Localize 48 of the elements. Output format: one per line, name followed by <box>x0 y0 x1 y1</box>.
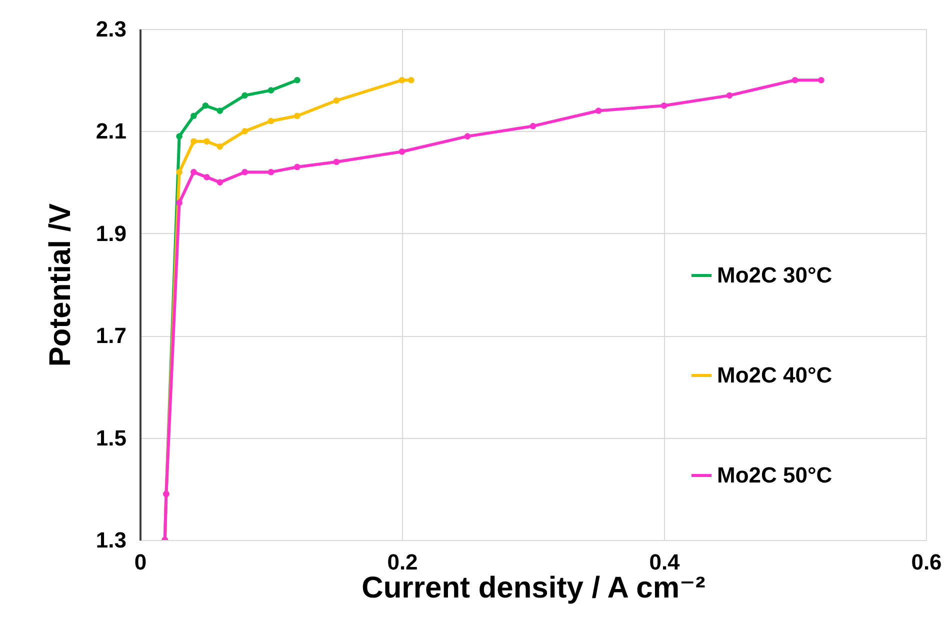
legend-label: Mo2C 30°C <box>717 262 832 288</box>
y-tick-label: 2.3 <box>96 16 126 42</box>
point <box>294 112 300 120</box>
point <box>268 87 274 94</box>
point <box>294 164 300 170</box>
point <box>818 76 824 84</box>
point <box>294 76 300 84</box>
y-tick-label: 1.5 <box>96 425 126 450</box>
y-tick-label: 2.1 <box>96 118 126 144</box>
point <box>792 76 798 84</box>
point <box>408 76 414 84</box>
point <box>216 108 224 114</box>
legend-label: Mo2C 40°C <box>717 362 832 388</box>
point <box>242 92 248 99</box>
y-axis-title: Potential /V <box>44 203 77 367</box>
point <box>464 133 471 140</box>
point <box>216 179 224 186</box>
point <box>242 168 248 176</box>
point <box>204 138 210 145</box>
point <box>530 122 536 130</box>
y-tick-label: 1.9 <box>96 220 126 246</box>
x-tick-label: 0.4 <box>649 550 681 574</box>
x-axis-title: Current density / A cm⁻² <box>362 572 706 604</box>
point <box>660 102 668 109</box>
point <box>202 102 209 109</box>
point <box>726 92 733 99</box>
x-tick-label: 0.2 <box>387 550 418 574</box>
point <box>216 143 224 150</box>
point <box>176 133 182 140</box>
point <box>398 148 406 155</box>
point <box>176 168 182 176</box>
point <box>204 174 210 180</box>
point <box>190 138 197 145</box>
point <box>268 168 274 176</box>
point <box>333 97 340 104</box>
legend-label: Mo2C 50°C <box>717 462 832 488</box>
point <box>242 128 248 134</box>
y-tick-label: 1.7 <box>96 323 126 348</box>
point <box>595 108 602 114</box>
x-tick-label: 0.6 <box>911 550 942 574</box>
point <box>190 112 197 120</box>
point <box>333 158 340 166</box>
point <box>190 168 197 176</box>
point <box>398 76 406 84</box>
point <box>268 118 274 124</box>
y-tick-label: 1.3 <box>96 528 126 552</box>
point <box>176 200 182 206</box>
x-tick-label: 0 <box>134 550 147 574</box>
